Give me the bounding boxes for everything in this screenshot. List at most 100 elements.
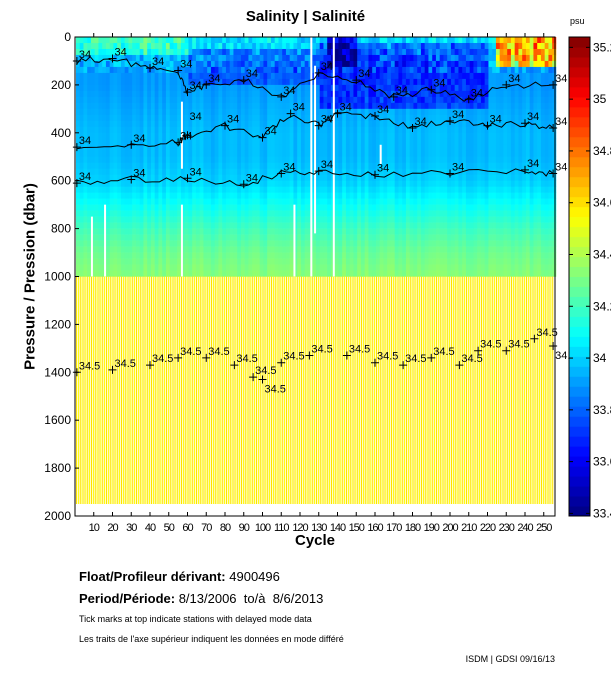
heatmap-cell: [143, 162, 148, 170]
heatmap-cell: [372, 96, 377, 104]
heatmap-cell: [450, 156, 455, 164]
heatmap-cell: [259, 42, 264, 50]
heatmap-cell: [390, 240, 395, 247]
heatmap-cell: [495, 222, 500, 229]
heatmap-cell: [432, 60, 437, 68]
heatmap-cell: [263, 78, 268, 86]
heatmap-cell: [180, 222, 185, 229]
heatmap-cell: [529, 234, 534, 241]
heatmap-cell: [417, 222, 422, 229]
heatmap-cell: [507, 96, 512, 104]
heatmap-cell: [199, 48, 204, 56]
heatmap-cell: [248, 258, 253, 265]
heatmap-cell: [469, 174, 474, 181]
heatmap-cell: [413, 198, 418, 205]
heatmap-cell: [312, 246, 317, 253]
heatmap-cell: [390, 198, 395, 205]
heatmap-cell: [353, 180, 358, 187]
heatmap-cell: [454, 54, 459, 62]
heatmap-cell: [263, 234, 268, 241]
heatmap-cell: [507, 150, 512, 158]
heatmap-cell: [428, 150, 433, 158]
heatmap-cell: [147, 216, 152, 223]
heatmap-cell: [218, 72, 223, 80]
heatmap-cell: [522, 264, 527, 271]
heatmap-cell: [477, 84, 482, 92]
heatmap-cell: [98, 156, 103, 164]
heatmap-cell: [492, 198, 497, 205]
heatmap-cell: [488, 168, 493, 176]
heatmap-cell: [154, 198, 159, 205]
heatmap-cell: [525, 126, 530, 134]
heatmap-cell: [510, 37, 515, 44]
heatmap-cell: [454, 90, 459, 98]
heatmap-cell: [439, 264, 444, 271]
heatmap-cell: [225, 228, 230, 235]
heatmap-cell: [379, 246, 384, 253]
heatmap-cell: [267, 204, 272, 211]
heatmap-cell: [518, 42, 523, 50]
heatmap-cell: [338, 54, 343, 62]
heatmap-cell: [353, 138, 358, 146]
heatmap-cell: [537, 66, 542, 74]
heatmap-cell: [255, 168, 260, 176]
heatmap-cell: [372, 222, 377, 229]
heatmap-cell: [417, 114, 422, 122]
heatmap-cell: [278, 60, 283, 68]
heatmap-cell: [450, 138, 455, 146]
heatmap-cell: [454, 222, 459, 229]
heatmap-cell: [484, 258, 489, 265]
heatmap-cell: [327, 120, 332, 128]
heatmap-cell: [195, 204, 200, 211]
heatmap-cell: [113, 108, 118, 116]
heatmap-cell: [139, 37, 144, 44]
heatmap-cell: [349, 132, 354, 140]
heatmap-cell: [432, 114, 437, 122]
heatmap-cell: [199, 168, 204, 176]
heatmap-cell: [409, 90, 414, 98]
heatmap-cell: [199, 198, 204, 205]
heatmap-cell: [229, 180, 234, 187]
heatmap-cell: [349, 108, 354, 116]
heatmap-cell: [240, 264, 245, 271]
heatmap-cell: [199, 162, 204, 170]
heatmap-cell: [533, 240, 538, 247]
heatmap-cell: [98, 228, 103, 235]
heatmap-cell: [492, 258, 497, 265]
heatmap-cell: [244, 246, 249, 253]
heatmap-cell: [432, 138, 437, 146]
heatmap-cell: [169, 144, 174, 152]
heatmap-cell: [270, 72, 275, 80]
heatmap-cell: [105, 132, 110, 140]
heatmap-cell: [109, 42, 114, 50]
heatmap-cell: [229, 246, 234, 253]
heatmap-cell: [507, 192, 512, 199]
heatmap-cell: [518, 258, 523, 265]
heatmap-cell: [375, 216, 380, 223]
heatmap-cell: [349, 174, 354, 181]
heatmap-cell: [383, 78, 388, 86]
heatmap-cell: [105, 66, 110, 74]
heatmap-cell: [315, 228, 320, 235]
heatmap-cell: [379, 168, 384, 176]
heatmap-cell: [514, 150, 519, 158]
heatmap-cell: [518, 234, 523, 241]
heatmap-cell: [334, 216, 339, 223]
heatmap-cell: [102, 42, 107, 50]
heatmap-cell: [450, 60, 455, 68]
heatmap-cell: [439, 192, 444, 199]
heatmap-cell: [143, 264, 148, 271]
heatmap-cell: [387, 258, 392, 265]
heatmap-cell: [90, 72, 95, 80]
heatmap-cell: [267, 216, 272, 223]
heatmap-cell: [495, 96, 500, 104]
heatmap-cell: [199, 264, 204, 271]
heatmap-cell: [150, 48, 155, 56]
heatmap-cell: [154, 264, 159, 271]
heatmap-cell: [124, 72, 129, 80]
heatmap-cell: [413, 84, 418, 92]
heatmap-cell: [319, 258, 324, 265]
heatmap-cell: [533, 210, 538, 217]
heatmap-cell: [282, 156, 287, 164]
heatmap-cell: [499, 246, 504, 253]
